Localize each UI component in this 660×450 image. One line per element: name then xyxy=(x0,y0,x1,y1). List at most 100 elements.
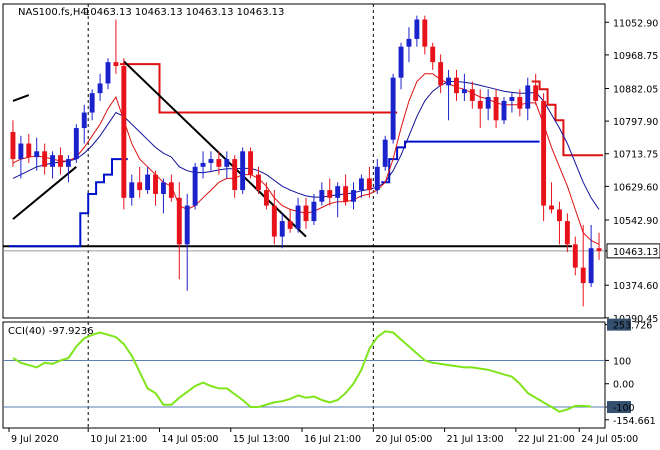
candle-bear xyxy=(168,182,174,198)
candle-bull xyxy=(208,159,214,163)
candle-bear xyxy=(256,174,261,191)
chart-title: NAS100.fs,H4 xyxy=(18,7,87,18)
price-tick-label: 10797.90 xyxy=(613,117,658,128)
candle-bear xyxy=(137,182,143,191)
candle-bull xyxy=(398,46,404,78)
candle-bear xyxy=(10,131,16,160)
candle-bull xyxy=(351,190,356,202)
candle-bear xyxy=(556,209,562,222)
period-separators xyxy=(87,4,374,428)
candle-bear xyxy=(541,100,547,206)
candle-bull xyxy=(105,62,111,84)
candle-bear xyxy=(216,159,222,167)
current-price-box xyxy=(606,243,660,259)
candle-bull xyxy=(73,128,79,160)
candle-bull xyxy=(414,19,420,39)
time-tick-label: 14 Jul 05:00 xyxy=(161,434,218,445)
candle-bear xyxy=(263,190,269,206)
candle-bull xyxy=(18,143,24,160)
channel-lower-line xyxy=(9,140,540,248)
candle-bear xyxy=(176,197,182,245)
time-tick-label: 22 Jul 21:00 xyxy=(518,434,575,445)
candle-bear xyxy=(430,46,436,63)
main-panel-border xyxy=(2,3,606,319)
time-tick-label: 16 Jul 21:00 xyxy=(304,434,361,445)
candle-bear xyxy=(121,66,127,198)
candle-bull xyxy=(295,205,301,229)
time-axis: 9 Jul 2020 10 Jul 21:00 14 Jul 05:00 15 Jul… xyxy=(8,428,638,445)
candle-bear xyxy=(248,151,254,175)
candle-bear xyxy=(469,89,475,101)
cci-tick-label: 253.726 xyxy=(613,321,652,332)
candle-bull xyxy=(81,112,87,129)
candle-bear xyxy=(232,159,238,191)
candle-bear xyxy=(58,155,63,167)
candle-bull xyxy=(145,174,151,191)
main-axis: 11052.90 10968.75 10882.05 10797.90 10713.75… xyxy=(3,18,660,325)
time-tick-label: 10 Jul 21:00 xyxy=(90,434,147,445)
cci-tick-label: 100 xyxy=(613,356,631,367)
candle-bear xyxy=(271,205,277,237)
candle-bear xyxy=(493,97,499,121)
cci-tick-label: -154.661 xyxy=(613,416,656,427)
candle-bull xyxy=(382,139,388,167)
candle-bear xyxy=(303,205,309,222)
cci-tick-highlight xyxy=(607,318,631,331)
candle-bear xyxy=(153,174,158,194)
candle-bear xyxy=(42,151,48,167)
candle-bear xyxy=(327,190,333,198)
price-tick-label: 10882.05 xyxy=(613,84,658,95)
candle-bull xyxy=(501,100,507,121)
candle-bear xyxy=(477,100,483,109)
candle-bear xyxy=(580,267,586,284)
time-tick-label: 9 Jul 2020 xyxy=(11,434,59,445)
price-tick-label: 10542.90 xyxy=(613,216,658,227)
candle-bear xyxy=(517,97,523,109)
current-price-label: 10463.13 xyxy=(613,247,658,258)
cci-line xyxy=(12,330,592,413)
candle-bull xyxy=(50,155,56,167)
trend-line xyxy=(12,166,77,220)
time-tick-label: 24 Jul 05:00 xyxy=(581,434,638,445)
trend-line xyxy=(12,94,30,102)
price-tick-label: 10374.60 xyxy=(613,281,658,292)
candle-bull xyxy=(240,151,246,191)
time-tick-label: 20 Jul 05:00 xyxy=(375,434,432,445)
candle-bull xyxy=(160,182,166,194)
trend-line xyxy=(123,60,307,238)
candle-bull xyxy=(446,77,452,86)
candle-bull xyxy=(34,151,40,158)
candle-bull xyxy=(461,89,467,94)
candle-bear xyxy=(549,205,554,210)
candle-bear xyxy=(113,62,119,67)
chart-frame xyxy=(2,3,606,429)
candle-bull xyxy=(224,159,230,167)
candle-bull xyxy=(65,159,71,167)
candle-bear xyxy=(26,143,32,158)
candle-bull xyxy=(390,77,396,140)
candle-bull xyxy=(406,38,412,47)
time-tick-label: 15 Jul 13:00 xyxy=(233,434,290,445)
candle-bull xyxy=(129,182,135,198)
candle-bear xyxy=(438,62,444,86)
price-tick-label: 10968.75 xyxy=(613,51,658,62)
candle-bear xyxy=(572,244,578,268)
candle-bull xyxy=(319,190,325,202)
cci-title: CCI(40) -97.9236 xyxy=(8,326,94,337)
time-tick-label: 21 Jul 13:00 xyxy=(447,434,504,445)
price-tick-label: 10713.75 xyxy=(613,150,658,161)
candle-bear xyxy=(366,178,372,191)
candle-bear xyxy=(287,221,293,229)
candle-bull xyxy=(200,162,206,167)
cci-tick-label: -100 xyxy=(613,403,635,414)
candle-bull xyxy=(97,83,103,94)
channel-upper-line xyxy=(119,63,603,157)
price-tick-label: 10290.45 xyxy=(613,314,658,325)
cci-tick-highlight xyxy=(607,401,631,414)
candle-bull xyxy=(374,166,380,191)
candle-bull xyxy=(311,201,317,222)
candle-bear xyxy=(422,19,428,47)
price-tick-label: 11052.90 xyxy=(613,18,658,29)
candle-bear xyxy=(343,186,349,202)
